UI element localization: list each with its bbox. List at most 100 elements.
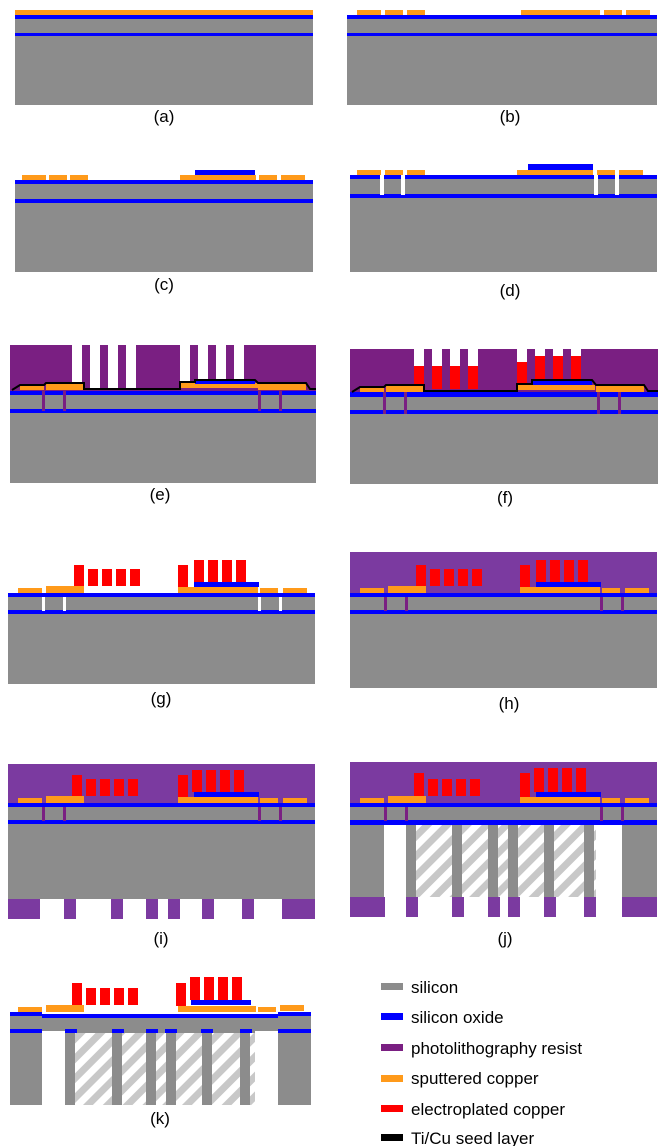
oxide-pad (195, 170, 255, 175)
top-oxide (350, 593, 657, 597)
legend-label-sputtered-copper: sputtered copper (411, 1069, 539, 1088)
panel-e: (e) (10, 345, 316, 504)
silicon-device-layer (10, 395, 316, 411)
buried-oxide (15, 199, 313, 203)
silicon-pillars (350, 825, 657, 897)
panel-label-j: (j) (497, 929, 512, 948)
sputtered-copper-pads (20, 383, 306, 390)
silicon-substrate (347, 35, 657, 105)
silicon-device-layer (8, 597, 315, 612)
silicon-substrate (15, 35, 313, 105)
legend-swatch-silicon (381, 983, 403, 990)
oxide-pad (532, 381, 592, 385)
top-oxide (10, 1012, 311, 1018)
sputtered-copper-pads (357, 10, 650, 15)
silicon-device-layer (347, 19, 657, 34)
oxide-pad (528, 164, 593, 170)
panel-c: (c) (15, 170, 313, 294)
buried-oxide (347, 33, 657, 36)
silicon-device-layer (15, 184, 313, 201)
sputtered-copper-pads (18, 1005, 304, 1012)
sputtered-copper-pads (18, 796, 307, 803)
electroplated-copper (74, 560, 246, 587)
legend-item-electroplated-copper: electroplated copper (381, 1100, 565, 1119)
buried-oxide (15, 33, 313, 36)
silicon-device-layer (15, 19, 313, 34)
panel-label-g: (g) (151, 689, 172, 708)
panel-label-h: (h) (499, 694, 520, 713)
buried-oxide (350, 194, 657, 198)
buried-oxide (10, 1029, 311, 1033)
panel-label-i: (i) (153, 929, 168, 948)
electroplated-copper (414, 356, 581, 389)
panel-label-e: (e) (150, 485, 171, 504)
electroplated-copper (414, 768, 586, 797)
legend-swatch-electroplated-copper (381, 1105, 403, 1112)
legend-label-silicon: silicon (411, 978, 458, 997)
copper-vias (42, 390, 282, 411)
panel-f: (f) (350, 349, 658, 507)
etched-cavities (406, 825, 596, 897)
sputtered-copper-pads (18, 586, 307, 593)
sputtered-copper-pads (357, 170, 643, 175)
copper-vias (42, 807, 282, 821)
legend-swatch-silicon-oxide (381, 1013, 403, 1020)
legend-item-silicon-oxide: silicon oxide (381, 1008, 504, 1027)
panel-label-c: (c) (154, 275, 174, 294)
legend-item-sputtered-copper: sputtered copper (381, 1069, 539, 1088)
panel-h: (h) (350, 552, 657, 713)
top-oxide (350, 175, 657, 179)
sputtered-copper-pads (22, 175, 305, 180)
legend-swatch-seed-layer (381, 1134, 403, 1141)
legend: silicon silicon oxide photolithography r… (381, 978, 582, 1146)
copper-vias (384, 597, 624, 611)
top-oxide (8, 803, 315, 807)
legend-item-photoresist: photolithography resist (381, 1039, 582, 1058)
resist-openings (72, 345, 244, 388)
via-trenches (42, 597, 282, 611)
top-oxide (347, 15, 657, 19)
electroplated-copper (72, 770, 244, 797)
seed-layer (11, 379, 316, 391)
electroplated-copper (416, 560, 588, 587)
via-trenches (380, 175, 619, 195)
silicon-substrate (8, 614, 315, 684)
panel-b: (b) (347, 10, 657, 126)
panel-label-k: (k) (150, 1109, 170, 1128)
buried-oxide (8, 610, 315, 614)
electroplated-copper (72, 977, 242, 1006)
oxide-pad (536, 582, 601, 587)
silicon-substrate (350, 614, 657, 688)
buried-oxide (350, 410, 658, 414)
top-oxide (10, 390, 316, 395)
top-oxide (15, 15, 313, 19)
silicon-substrate (15, 202, 313, 272)
panel-j: (j) (350, 762, 657, 948)
top-oxide (350, 803, 657, 807)
buried-oxide (10, 409, 316, 413)
panel-label-b: (b) (500, 107, 521, 126)
silicon-walls (10, 1033, 311, 1105)
panel-i: (i) (8, 764, 315, 948)
sputtered-copper-pads (360, 385, 644, 392)
copper-vias (383, 392, 621, 414)
silicon-substrate (350, 198, 657, 272)
sputtered-copper-pads (360, 796, 649, 803)
oxide-pad (191, 1000, 251, 1005)
buried-oxide (350, 820, 657, 825)
silicon-device-layer (350, 597, 657, 612)
copper-vias (384, 807, 624, 821)
silicon-device-layer (350, 396, 658, 412)
silicon-device-layer (350, 807, 657, 822)
oxide-pad (194, 792, 259, 797)
sputtered-copper (15, 10, 313, 15)
legend-label-photoresist: photolithography resist (411, 1039, 582, 1058)
etched-cavities (65, 1033, 255, 1105)
buried-oxide (8, 820, 315, 824)
silicon-substrate (8, 824, 315, 899)
silicon-substrate (350, 414, 658, 484)
panel-d: (d) (350, 164, 657, 300)
legend-item-silicon: silicon (381, 978, 458, 997)
silicon-substrate (10, 413, 316, 483)
